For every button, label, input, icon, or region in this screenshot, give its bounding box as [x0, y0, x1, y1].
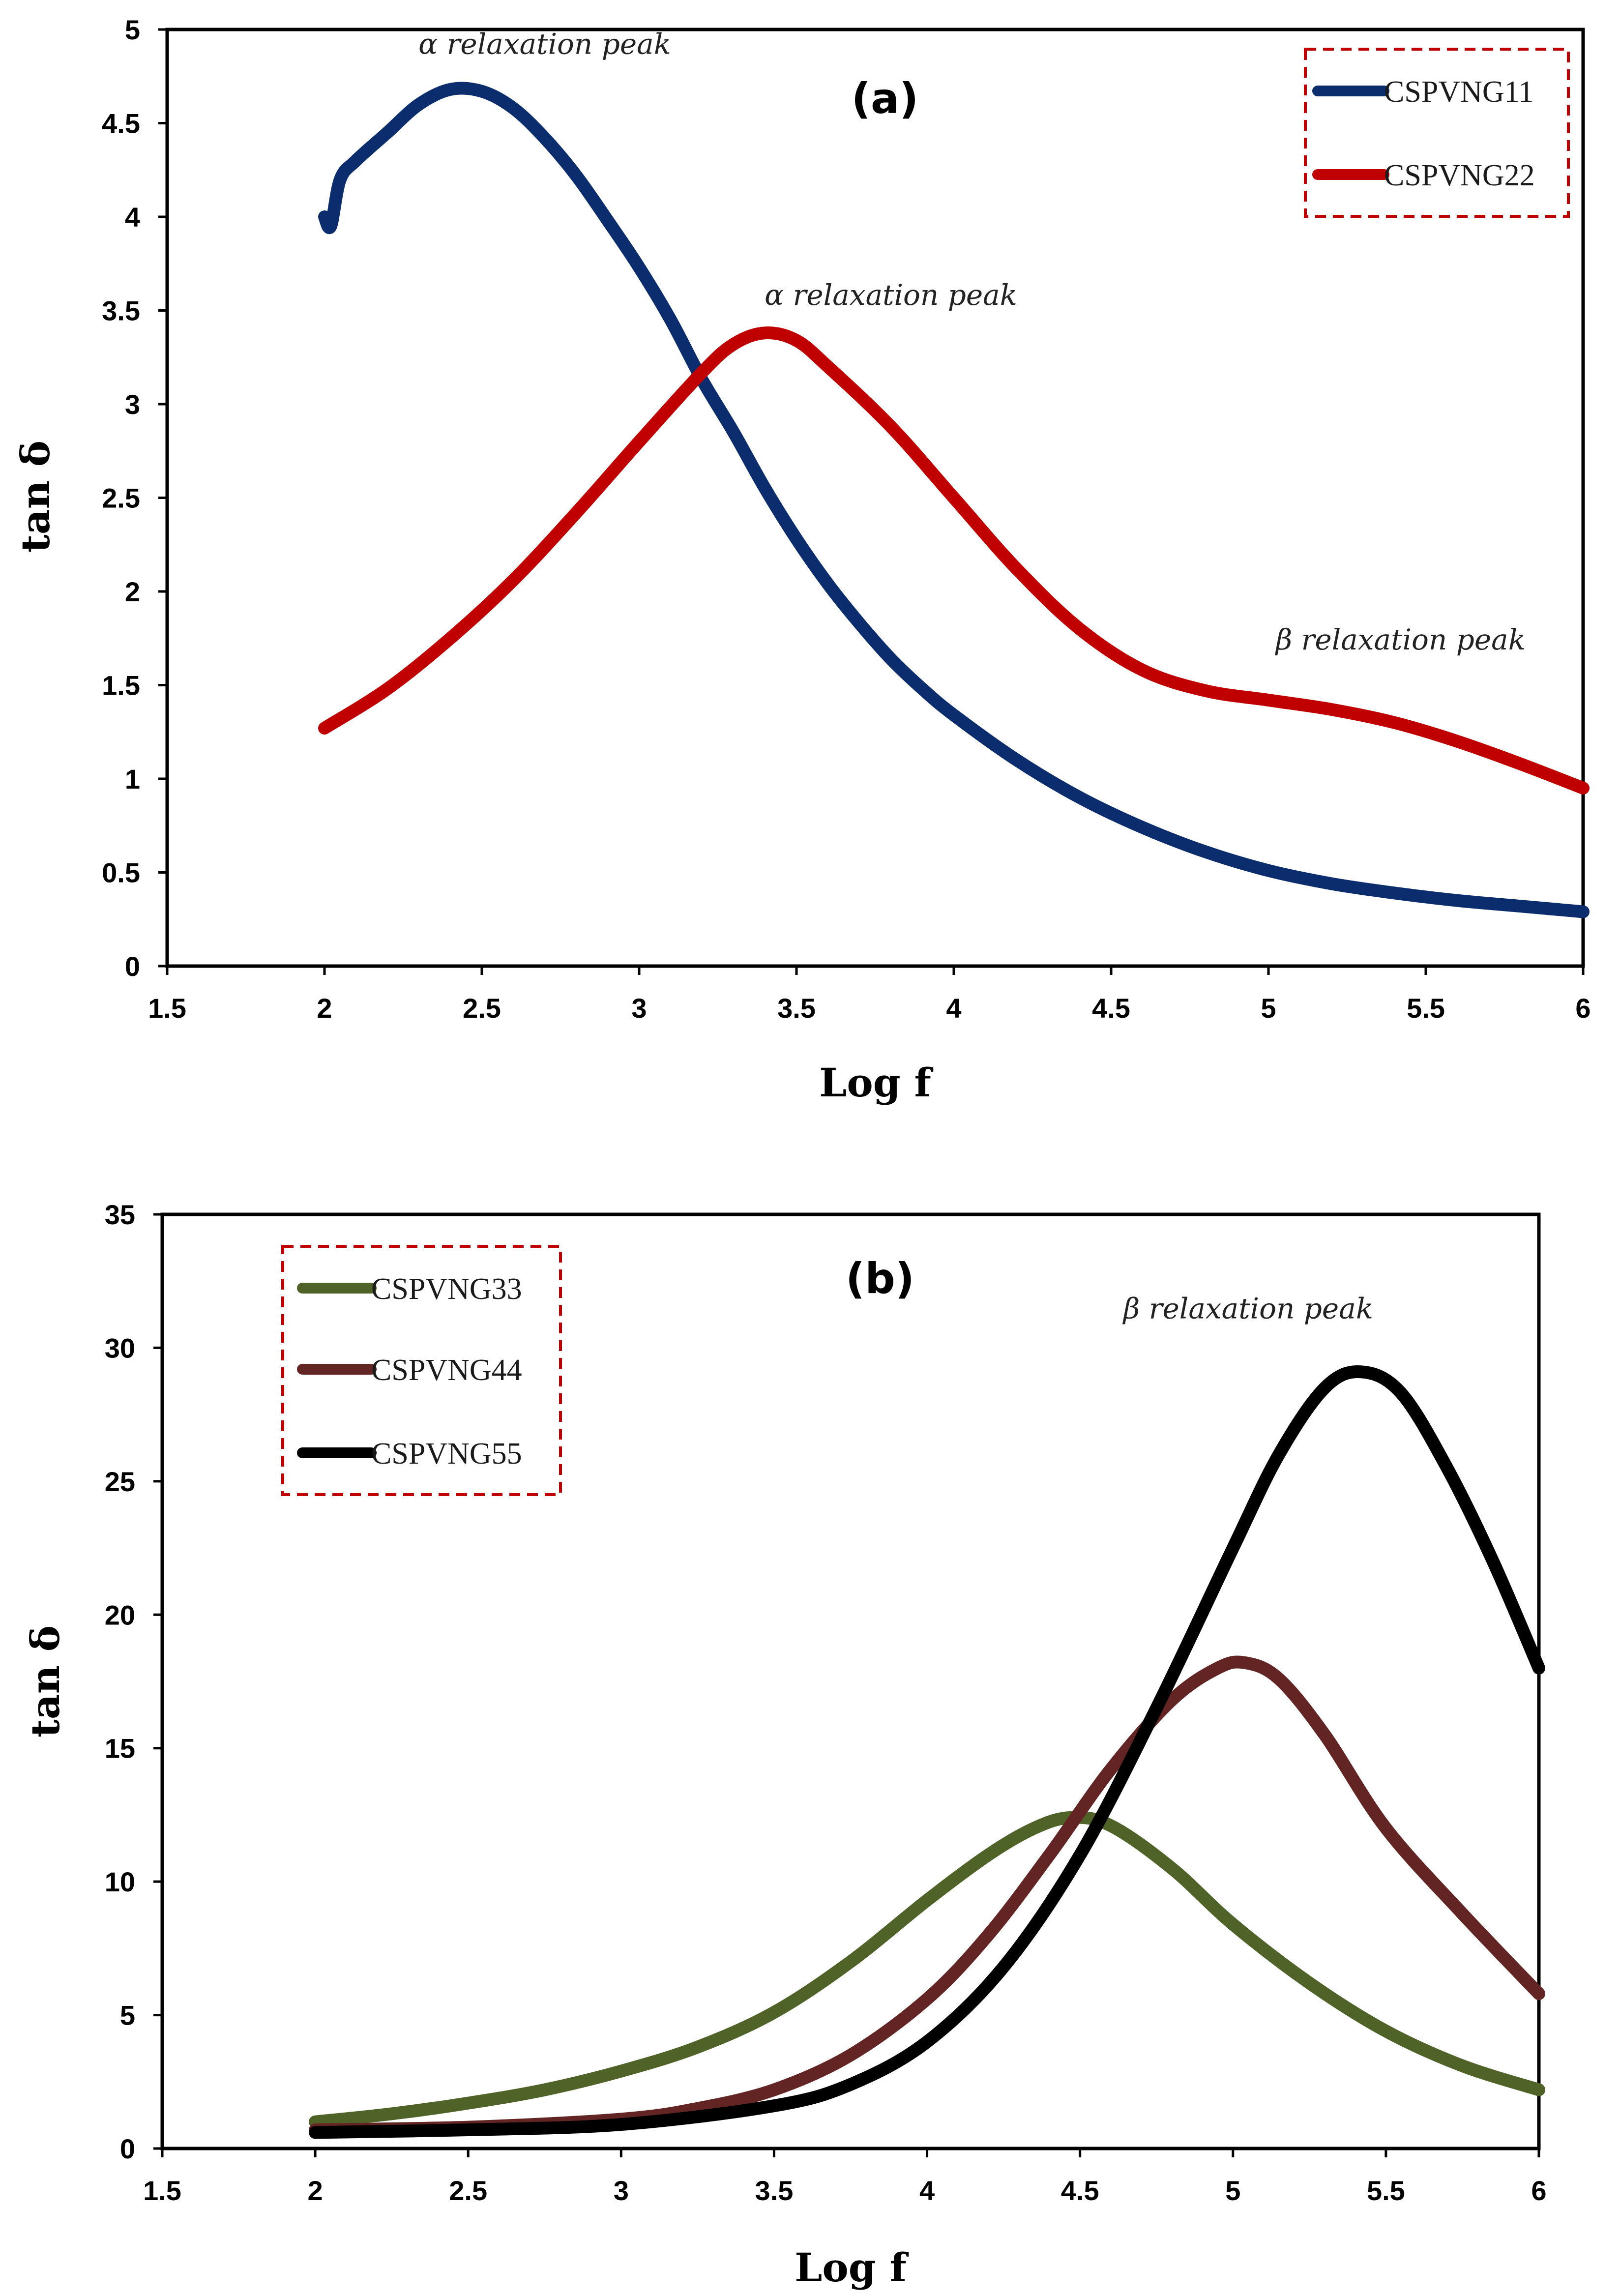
legend-label-cspvng33: CSPVNG33 [371, 1272, 522, 1306]
annotation-alpha-peak-1: α relaxation peak [418, 28, 671, 61]
chart-panel-b: 1.5 2 2.5 3 3.5 4 4.5 5 5.5 6 0 5 10 15 20 25 30 35 (b) L… [22, 1199, 1547, 2291]
y-tick-label-a-4: 4 [125, 202, 140, 233]
legend-box-a [1304, 48, 1570, 218]
series-line-cspvng22 [318, 326, 1590, 795]
x-tick-label-b-2: 2 [308, 2175, 323, 2206]
y-tick-label-a-2-5: 2.5 [102, 483, 140, 514]
series-line-cspvng33 [309, 1811, 1545, 2128]
x-tick-label-b-2-5: 2.5 [449, 2175, 487, 2206]
y-tick-label-b-10: 10 [105, 1866, 135, 1897]
panel-title-b: (b) [846, 1254, 914, 1303]
annotation-group-a: α relaxation peak α relaxation peak β re… [418, 28, 1526, 657]
x-tick-label-a-3-5: 3.5 [777, 993, 816, 1024]
x-axis-label-a: Log f [819, 1060, 933, 1106]
tick-group-a: 1.5 2 2.5 3 3.5 4 4.5 5 5.5 6 0 0.5 1 1.5 2 2.5 3 3.5 4 4.5… [102, 14, 1591, 1024]
x-axis-label-b: Log f [795, 2244, 909, 2291]
legend-label-cspvng55: CSPVNG55 [371, 1437, 522, 1471]
tick-group-b: 1.5 2 2.5 3 3.5 4 4.5 5 5.5 6 0 5 10 15 20 25 30 35 [105, 1199, 1547, 2206]
x-tick-label-a-1-5: 1.5 [148, 993, 186, 1024]
y-tick-label-b-15: 15 [105, 1733, 135, 1764]
y-tick-label-b-20: 20 [105, 1599, 135, 1630]
x-tick-label-a-4: 4 [946, 993, 961, 1024]
legend-a: CSPVNG11 CSPVNG22 [1304, 48, 1570, 218]
x-tick-label-b-4: 4 [919, 2175, 935, 2206]
y-tick-label-a-1-5: 1.5 [102, 670, 140, 701]
x-tick-label-a-6: 6 [1575, 993, 1591, 1024]
x-tick-label-b-6: 6 [1531, 2175, 1546, 2206]
x-tick-label-b-5-5: 5.5 [1367, 2175, 1405, 2206]
x-tick-label-a-5-5: 5.5 [1407, 993, 1445, 1024]
legend-label-cspvng22: CSPVNG22 [1384, 159, 1535, 192]
series-group-a [318, 82, 1590, 918]
y-tick-label-a-2: 2 [125, 576, 140, 607]
series-line-cspvng11 [318, 82, 1590, 918]
y-tick-label-b-5: 5 [120, 2000, 135, 2031]
x-tick-label-a-4-5: 4.5 [1092, 993, 1130, 1024]
y-tick-label-b-0: 0 [120, 2133, 135, 2164]
x-tick-label-a-5: 5 [1261, 993, 1276, 1024]
x-tick-label-b-1-5: 1.5 [143, 2175, 181, 2206]
x-tick-label-b-3: 3 [614, 2175, 629, 2206]
y-tick-label-b-25: 25 [105, 1466, 135, 1497]
x-tick-label-b-3-5: 3.5 [755, 2175, 794, 2206]
y-tick-label-a-5: 5 [125, 14, 140, 45]
y-tick-label-b-30: 30 [105, 1332, 135, 1363]
x-tick-label-b-5: 5 [1225, 2175, 1240, 2206]
annotation-group-b: β relaxation peak [1122, 1292, 1373, 1325]
annotation-alpha-peak-2: α relaxation peak [765, 278, 1017, 312]
y-axis-label-b: tan δ [22, 1625, 68, 1737]
legend-b: CSPVNG33 CSPVNG44 CSPVNG55 [281, 1245, 562, 1496]
x-tick-label-a-2: 2 [317, 993, 332, 1024]
y-tick-label-a-4-5: 4.5 [102, 108, 140, 139]
x-tick-label-a-2-5: 2.5 [463, 993, 501, 1024]
x-tick-label-a-3: 3 [631, 993, 647, 1024]
series-line-cspvng55 [309, 1365, 1545, 2139]
y-tick-label-b-35: 35 [105, 1199, 135, 1230]
annotation-beta-peak-b: β relaxation peak [1122, 1292, 1373, 1325]
chart-panel-a: 1.5 2 2.5 3 3.5 4 4.5 5 5.5 6 0 0.5 1 1.5 2 2.5 3 3.5 4 4.5… [12, 14, 1591, 1106]
y-tick-label-a-3-5: 3.5 [102, 295, 140, 326]
legend-label-cspvng11: CSPVNG11 [1384, 75, 1533, 109]
panel-title-a: (a) [852, 74, 919, 123]
y-tick-label-a-0: 0 [125, 951, 140, 982]
y-axis-label-a: tan δ [12, 441, 59, 553]
legend-label-cspvng44: CSPVNG44 [371, 1354, 522, 1387]
y-tick-label-a-1: 1 [125, 764, 140, 795]
x-tick-label-b-4-5: 4.5 [1061, 2175, 1099, 2206]
series-group-b [309, 1365, 1545, 2139]
y-tick-label-a-3: 3 [125, 389, 140, 420]
y-tick-label-a-0-5: 0.5 [102, 857, 140, 888]
annotation-beta-peak-a: β relaxation peak [1275, 623, 1526, 656]
